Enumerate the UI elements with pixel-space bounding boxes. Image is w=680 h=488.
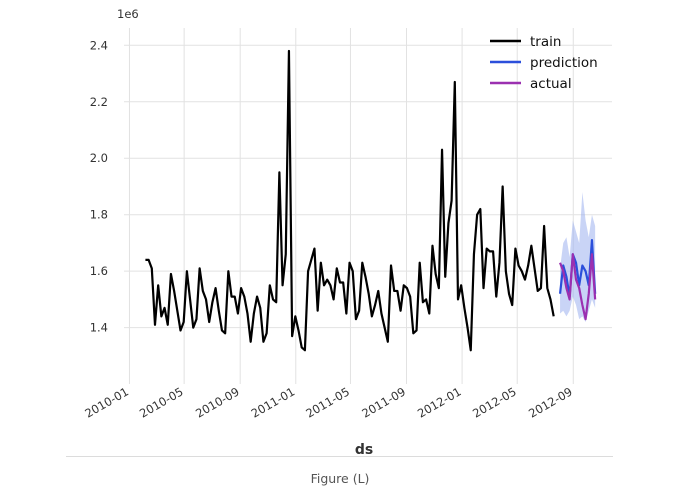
- x-tick-label: 2012-05: [470, 384, 519, 420]
- series-line-actual: [559, 253, 597, 321]
- y-offset-label: 1e6: [117, 7, 139, 21]
- figure-caption: Figure (L): [310, 471, 370, 486]
- legend: train prediction actual: [490, 34, 598, 92]
- x-tick-label: 2010-01: [82, 384, 131, 420]
- x-tick-label: 2011-09: [359, 384, 408, 420]
- x-axis-ticks: 2010-01 2010-05 2010-09 2011-01 2011-05 2011-…: [82, 384, 574, 420]
- y-tick-label: 2.0: [90, 151, 108, 165]
- x-tick-label: 2011-01: [249, 384, 298, 420]
- y-tick-label: 2.4: [90, 38, 108, 52]
- series-lines: [145, 49, 597, 352]
- gridlines: [124, 28, 612, 384]
- y-tick-label: 1.8: [90, 208, 108, 222]
- y-tick-label: 1.4: [90, 321, 108, 335]
- y-tick-label: 1.6: [90, 264, 108, 278]
- y-tick-label: 2.2: [90, 95, 108, 109]
- caption-divider: [66, 456, 613, 457]
- x-tick-label: 2010-09: [193, 384, 242, 420]
- legend-label-actual: actual: [530, 76, 572, 92]
- y-axis-ticks: 1.4 1.6 1.8 2.0 2.2 2.4: [90, 38, 108, 334]
- x-tick-label: 2011-05: [303, 384, 352, 420]
- legend-label-train: train: [530, 34, 561, 50]
- legend-label-prediction: prediction: [530, 55, 598, 71]
- x-tick-label: 2010-05: [137, 384, 186, 420]
- series-line-train: [145, 49, 555, 352]
- x-tick-label: 2012-01: [415, 384, 464, 420]
- x-axis-label: ds: [355, 442, 373, 458]
- x-tick-label: 2012-09: [526, 384, 575, 420]
